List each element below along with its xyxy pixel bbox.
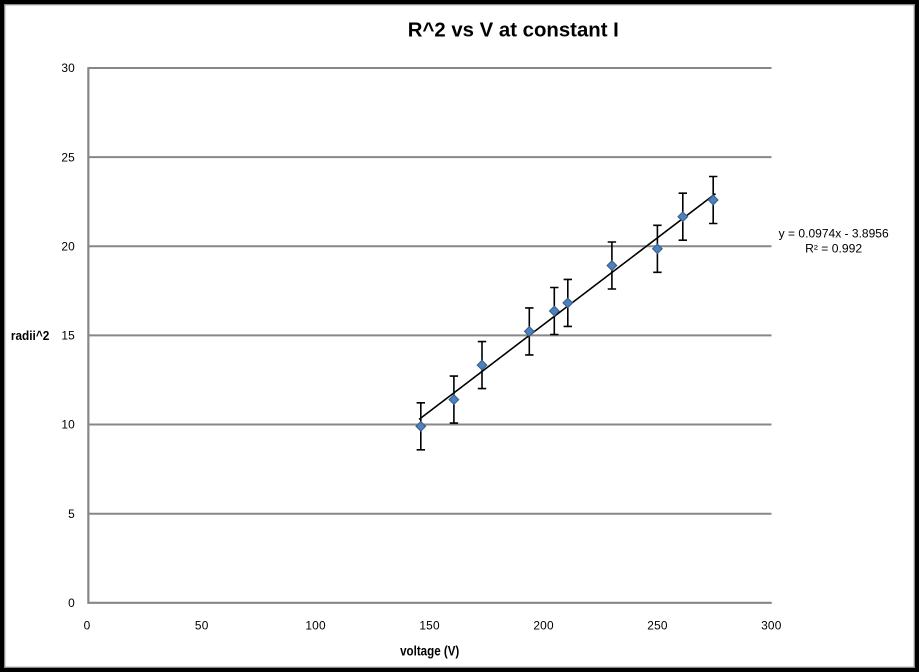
svg-text:30: 30 bbox=[61, 61, 75, 75]
svg-text:y = 0.0974x - 3.8956: y = 0.0974x - 3.8956 bbox=[779, 228, 889, 241]
svg-text:200: 200 bbox=[533, 618, 554, 632]
svg-text:voltage (V): voltage (V) bbox=[400, 644, 459, 659]
svg-text:0: 0 bbox=[84, 618, 91, 632]
svg-text:300: 300 bbox=[761, 618, 782, 632]
svg-text:R² = 0.992: R² = 0.992 bbox=[805, 243, 862, 256]
svg-text:5: 5 bbox=[68, 507, 75, 521]
svg-text:10: 10 bbox=[61, 418, 75, 432]
svg-text:R^2 vs V at constant I: R^2 vs V at constant I bbox=[408, 19, 619, 41]
svg-text:radii^2: radii^2 bbox=[11, 329, 49, 343]
svg-text:20: 20 bbox=[61, 240, 75, 254]
svg-text:50: 50 bbox=[195, 618, 209, 632]
svg-text:15: 15 bbox=[61, 329, 75, 343]
svg-text:250: 250 bbox=[647, 618, 668, 632]
svg-text:25: 25 bbox=[61, 150, 75, 164]
svg-text:100: 100 bbox=[305, 618, 326, 632]
svg-text:150: 150 bbox=[419, 618, 440, 632]
svg-text:0: 0 bbox=[68, 596, 75, 610]
